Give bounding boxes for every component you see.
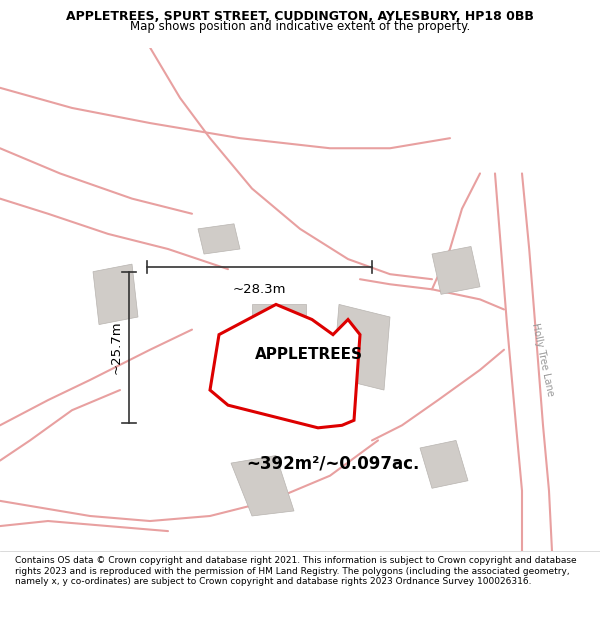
Polygon shape [198, 224, 240, 254]
Polygon shape [432, 246, 480, 294]
Text: ~392m²/~0.097ac.: ~392m²/~0.097ac. [246, 454, 419, 472]
Polygon shape [210, 304, 360, 428]
Polygon shape [231, 456, 294, 516]
Polygon shape [93, 264, 138, 324]
Text: APPLETREES, SPURT STREET, CUDDINGTON, AYLESBURY, HP18 0BB: APPLETREES, SPURT STREET, CUDDINGTON, AY… [66, 11, 534, 24]
Text: Holly Tree Lane: Holly Tree Lane [530, 322, 556, 398]
Text: Contains OS data © Crown copyright and database right 2021. This information is : Contains OS data © Crown copyright and d… [15, 556, 577, 586]
Text: Map shows position and indicative extent of the property.: Map shows position and indicative extent… [130, 20, 470, 33]
Polygon shape [420, 441, 468, 488]
Text: ~25.7m: ~25.7m [109, 321, 122, 374]
Polygon shape [333, 304, 390, 390]
Text: ~28.3m: ~28.3m [233, 282, 286, 296]
Text: APPLETREES: APPLETREES [255, 348, 363, 362]
Polygon shape [252, 304, 306, 365]
